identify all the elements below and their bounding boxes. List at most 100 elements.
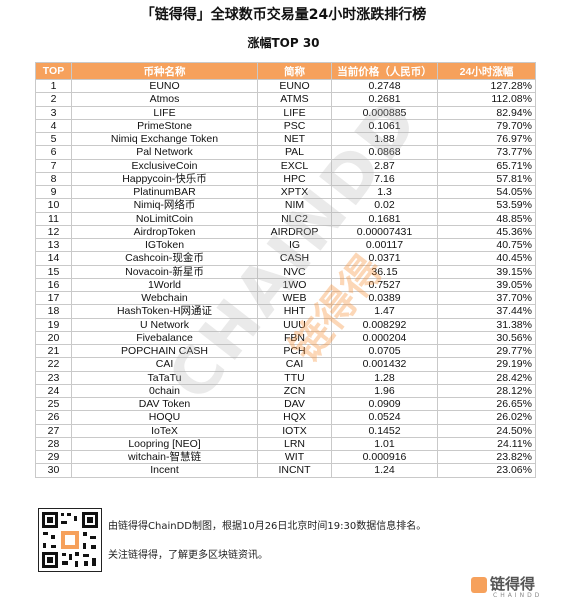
cell-rank: 20 (35, 330, 72, 346)
cell-price: 1.96 (331, 383, 438, 399)
cell-coin-name: PrimeStone (71, 118, 258, 134)
cell-symbol: EUNO (257, 78, 332, 94)
table-row: 8 Happycoin-快乐币 HPC 7.16 57.81% (35, 171, 536, 187)
cell-coin-name: AirdropToken (71, 224, 258, 240)
cell-price: 0.0524 (331, 410, 438, 425)
table-row: 23 TaTaTu TTU 1.28 28.42% (35, 370, 536, 385)
cell-rank: 2 (35, 92, 72, 107)
cell-price: 0.00117 (331, 237, 438, 253)
cell-symbol: CAI (257, 357, 332, 372)
cell-coin-name: Atmos (71, 92, 258, 107)
cell-coin-name: U Network (71, 317, 258, 332)
cell-coin-name: IoTeX (71, 423, 258, 438)
cell-symbol: HPC (257, 171, 332, 187)
cell-symbol: CASH (257, 251, 332, 266)
cell-change: 28.42% (437, 370, 536, 385)
cell-symbol: TTU (257, 370, 332, 385)
table-row: 17 Webchain WEB 0.0389 37.70% (35, 290, 536, 306)
cell-symbol: NIM (257, 198, 332, 213)
cell-change: 40.75% (437, 237, 536, 253)
cell-price: 0.001432 (331, 357, 438, 372)
table-row: 26 HOQU HQX 0.0524 26.02% (35, 410, 536, 425)
cell-rank: 18 (35, 304, 72, 319)
cell-rank: 15 (35, 264, 72, 279)
cell-rank: 29 (35, 449, 72, 465)
cell-price: 7.16 (331, 171, 438, 187)
cell-symbol: EXCL (257, 158, 332, 173)
cell-price: 0.000916 (331, 449, 438, 465)
cell-coin-name: Pal Network (71, 145, 258, 160)
cell-symbol: IOTX (257, 423, 332, 438)
cell-rank: 27 (35, 423, 72, 438)
cell-price: 0.2681 (331, 92, 438, 107)
logo-text-en: CHAINDD (493, 592, 543, 599)
cell-rank: 8 (35, 171, 72, 187)
cell-change: 37.44% (437, 304, 536, 319)
table-header-row: TOP 币种名称 简称 当前价格（人民币） 24小时涨幅 (35, 62, 536, 80)
cell-change: 24.11% (437, 436, 536, 452)
cell-coin-name: HashToken-H网通证 (71, 304, 258, 319)
cell-price: 0.0705 (331, 343, 438, 359)
cell-change: 76.97% (437, 131, 536, 147)
table-row: 20 Fivebalance FBN 0.000204 30.56% (35, 330, 536, 346)
cell-price: 0.1681 (331, 211, 438, 226)
cell-symbol: 1WO (257, 277, 332, 293)
cell-price: 0.000204 (331, 330, 438, 346)
cell-symbol: PCH (257, 343, 332, 359)
cell-symbol: FBN (257, 330, 332, 346)
cell-change: 45.36% (437, 224, 536, 240)
cell-change: 29.77% (437, 343, 536, 359)
cell-symbol: HQX (257, 410, 332, 425)
cell-coin-name: IGToken (71, 237, 258, 253)
table-row: 14 Cashcoin-现金币 CASH 0.0371 40.45% (35, 251, 536, 266)
cell-rank: 22 (35, 357, 72, 372)
cell-coin-name: Happycoin-快乐币 (71, 171, 258, 187)
cell-change: 127.28% (437, 78, 536, 94)
column-header-coin-name: 币种名称 (71, 62, 258, 80)
table-row: 19 U Network UUU 0.008292 31.38% (35, 317, 536, 332)
cell-rank: 3 (35, 105, 72, 120)
cell-change: 24.50% (437, 423, 536, 438)
cell-symbol: UUU (257, 317, 332, 332)
cell-rank: 28 (35, 436, 72, 452)
cell-price: 0.0389 (331, 290, 438, 306)
column-header-symbol: 简称 (257, 62, 332, 80)
cell-coin-name: Cashcoin-现金币 (71, 251, 258, 266)
cell-price: 1.47 (331, 304, 438, 319)
cell-coin-name: 0chain (71, 383, 258, 399)
cell-rank: 4 (35, 118, 72, 134)
cell-price: 0.0371 (331, 251, 438, 266)
cell-price: 1.01 (331, 436, 438, 452)
table-row: 7 ExclusiveCoin EXCL 2.87 65.71% (35, 158, 536, 173)
cell-rank: 19 (35, 317, 72, 332)
table-row: 13 IGToken IG 0.00117 40.75% (35, 237, 536, 253)
cell-coin-name: LIFE (71, 105, 258, 120)
table-row: 22 CAI CAI 0.001432 29.19% (35, 357, 536, 372)
cell-coin-name: EUNO (71, 78, 258, 94)
cell-price: 1.28 (331, 370, 438, 385)
cell-price: 0.1061 (331, 118, 438, 134)
table-row: 12 AirdropToken AIRDROP 0.00007431 45.36% (35, 224, 536, 240)
table-row: 11 NoLimitCoin NLC2 0.1681 48.85% (35, 211, 536, 226)
cell-symbol: AIRDROP (257, 224, 332, 240)
cell-price: 1.88 (331, 131, 438, 147)
cell-price: 0.2748 (331, 78, 438, 94)
ranking-table-container: TOP 币种名称 简称 当前价格（人民币） 24小时涨幅 1 EUNO EUNO 0.… (35, 62, 536, 500)
cell-price: 0.008292 (331, 317, 438, 332)
cell-price: 0.00007431 (331, 224, 438, 240)
cell-change: 23.06% (437, 463, 536, 478)
cell-change: 79.70% (437, 118, 536, 134)
qr-code-icon (38, 508, 102, 572)
column-header-change: 24小时涨幅 (437, 62, 536, 80)
table-row: 28 Loopring [NEO] LRN 1.01 24.11% (35, 436, 536, 452)
column-header-price: 当前价格（人民币） (331, 62, 438, 80)
page-subtitle: 涨幅TOP 30 (247, 36, 320, 50)
cell-symbol: HHT (257, 304, 332, 319)
cell-symbol: ATMS (257, 92, 332, 107)
cell-change: 65.71% (437, 158, 536, 173)
table-row: 3 LIFE LIFE 0.000885 82.94% (35, 105, 536, 120)
table-row: 1 EUNO EUNO 0.2748 127.28% (35, 78, 536, 94)
cell-change: 39.15% (437, 264, 536, 279)
cell-change: 57.81% (437, 171, 536, 187)
cell-price: 0.000885 (331, 105, 438, 120)
